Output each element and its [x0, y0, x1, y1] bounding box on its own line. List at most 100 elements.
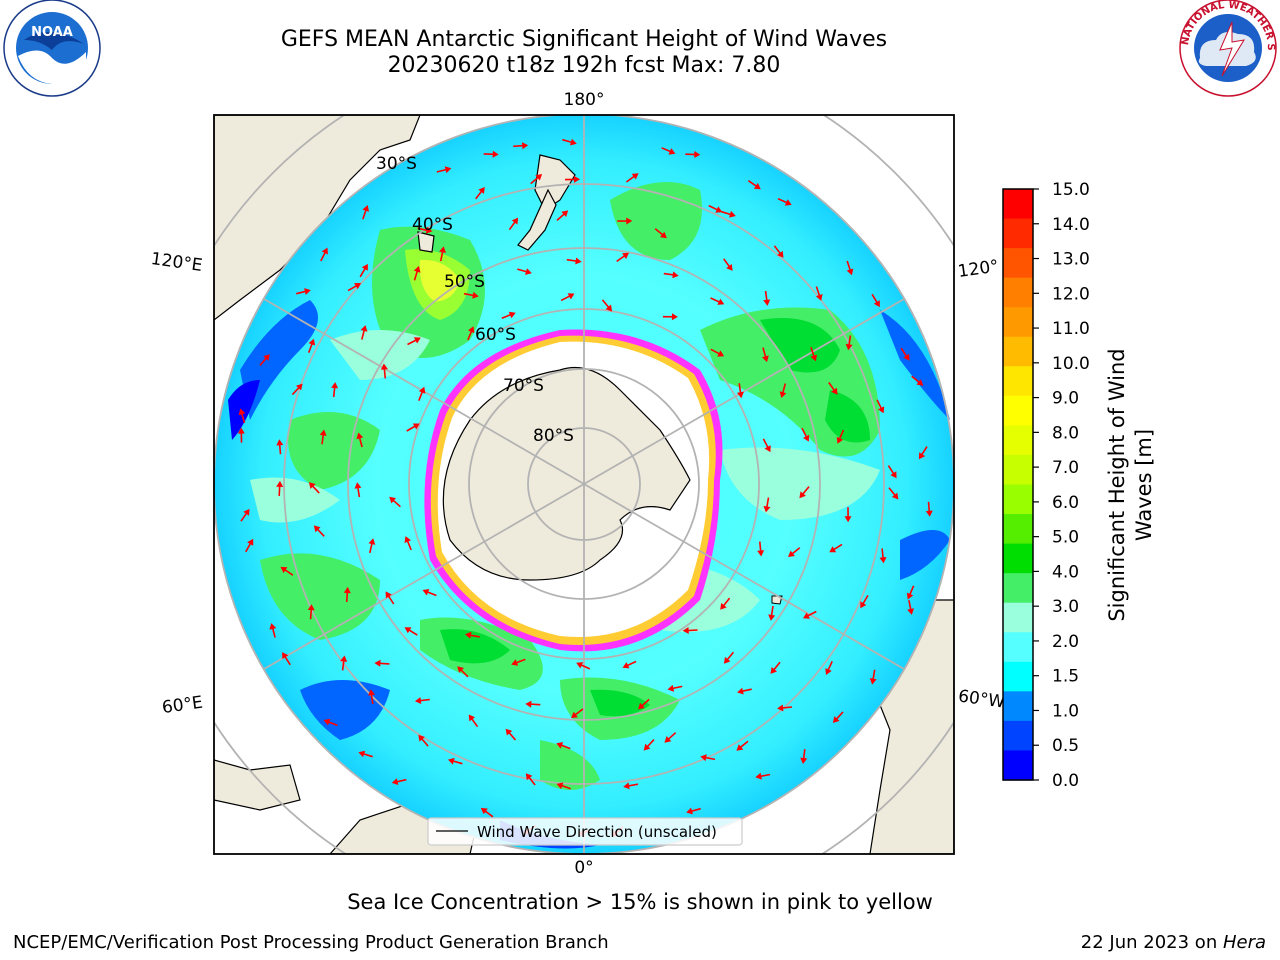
wave-direction-arrow-head — [556, 742, 564, 749]
wave-direction-arrow-head — [412, 423, 420, 430]
colorbar-tick-label: 9.0 — [1052, 389, 1079, 409]
colorbar-segment — [1003, 336, 1033, 367]
wave-direction-arrow-head — [800, 757, 808, 764]
wave-direction-arrow-head — [354, 283, 362, 290]
lon-label-180: 180° — [564, 90, 605, 110]
map-content — [214, 115, 954, 854]
wave-direction-arrow-head — [439, 246, 446, 253]
wave-direction-arrow-head — [340, 655, 348, 662]
colorbar-tick-label: 15.0 — [1052, 180, 1090, 200]
wave-direction-arrow-head — [788, 550, 795, 557]
wave-direction-arrow-head — [825, 668, 832, 675]
lon-label-60w: 60°W — [957, 686, 1006, 712]
wave-direction-arrow-head — [511, 659, 519, 666]
wave-direction-arrow-head — [508, 311, 516, 319]
wave-direction-arrow-head — [717, 298, 725, 305]
wave-direction-arrow-head — [815, 294, 823, 301]
colorbar-tick-label: 1.5 — [1052, 667, 1079, 687]
wave-direction-arrow-head — [907, 608, 914, 615]
wave-direction-arrow-head — [879, 557, 887, 564]
lat-label-30s: 30°S — [376, 154, 417, 174]
lon-label-60e: 60°E — [161, 693, 204, 718]
wave-direction-arrow-head — [664, 736, 672, 743]
wave-direction-arrow-head — [622, 252, 629, 260]
wave-direction-arrow-head — [243, 508, 250, 516]
wave-direction-arrow-head — [694, 151, 701, 158]
wave-direction-arrow-head — [368, 538, 376, 545]
wave-direction-arrow-head — [323, 718, 331, 726]
footer-date-text: 22 Jun 2023 on — [1080, 932, 1223, 953]
wind-wave-arrows — [237, 138, 933, 837]
colorbar-tick-label: 10.0 — [1052, 354, 1090, 374]
noaa-logo-text: NOAA — [31, 25, 73, 40]
wave-direction-arrow-head — [525, 700, 532, 708]
wave-direction-arrow-head — [757, 550, 765, 557]
wave-direction-arrow-head — [726, 264, 733, 271]
colorbar-segment — [1003, 425, 1033, 456]
wave-direction-arrow-head — [511, 217, 519, 225]
lat-label-60s: 60°S — [475, 325, 516, 345]
chart-subtitle: 20230620 t18z 192h fcst Max: 7.80 — [387, 53, 781, 78]
wave-direction-arrow-head — [380, 363, 388, 370]
wave-direction-arrow-head — [832, 716, 840, 723]
colorbar-segment — [1003, 720, 1033, 752]
colorbar-tick-label: 5.0 — [1052, 528, 1079, 548]
graticule — [214, 115, 954, 854]
wave-direction-arrow-head — [799, 491, 806, 499]
nws-logo-ring-text: NATIONAL WEATHER SERVICE — [0, 0, 1276, 51]
wave-direction-arrow-head — [623, 782, 630, 790]
wave-direction-arrow-head — [247, 538, 254, 546]
colorbar-tick-label: 6.0 — [1052, 493, 1079, 513]
footer-credit: NCEP/EMC/Verification Post Processing Pr… — [13, 932, 609, 953]
wave-direction-arrow-head — [391, 778, 399, 785]
wave-direction-arrow-head — [418, 386, 426, 394]
wave-direction-arrow-head — [906, 592, 914, 600]
wave-direction-arrow-head — [570, 138, 577, 146]
wave-direction-arrow-head — [354, 482, 362, 489]
wave-direction-arrow-head — [448, 757, 455, 765]
colorbar-segment — [1003, 218, 1033, 249]
wave-direction-arrow-head — [770, 667, 777, 674]
colorbar-segment — [1003, 573, 1033, 604]
wave-direction-arrow-head — [891, 492, 899, 500]
wave-direction-arrow-head — [860, 601, 867, 609]
chart-title: GEFS MEAN Antarctic Significant Height o… — [280, 27, 888, 52]
wave-direction-arrow-head — [356, 432, 364, 440]
colorbar-label-line2: Waves [m] — [1132, 429, 1156, 541]
wave-direction-arrow-head — [925, 510, 933, 517]
wave-direction-arrow-head — [276, 439, 284, 446]
wave-direction-arrow-head — [418, 734, 425, 742]
wave-direction-arrow-head — [492, 150, 499, 158]
wave-direction-arrow-head — [877, 406, 885, 414]
wave-direction-arrow-head — [358, 750, 366, 758]
wave-direction-arrow-head — [556, 782, 564, 790]
lat-label-40s: 40°S — [412, 215, 453, 235]
wave-direction-arrow-head — [404, 536, 411, 543]
colorbar-tick-label: 11.0 — [1052, 319, 1090, 339]
wave-direction-arrow-head — [321, 247, 328, 255]
new-zealand-south-land — [517, 188, 557, 251]
colorbar-segment — [1003, 307, 1033, 338]
colorbar-segment — [1003, 661, 1033, 692]
wave-direction-arrow-head — [869, 678, 877, 685]
wave-direction-arrow-head — [576, 662, 584, 669]
colorbar-segment — [1003, 632, 1033, 663]
wave-direction-arrow-head — [729, 210, 736, 218]
wave-direction-arrow-head — [457, 666, 464, 673]
wave-direction-arrow-head — [575, 257, 582, 265]
wave-direction-arrow-head — [280, 566, 288, 574]
colorbar-ticks: 15.0 14.0 13.0 12.0 11.0 10.0 9.0 8.0 7.0 6.0 5.0 4… — [1033, 180, 1090, 791]
wave-direction-arrow-head — [413, 337, 421, 344]
australia-land — [214, 115, 421, 321]
wave-direction-arrow-head — [361, 263, 368, 271]
wave-direction-arrow-head — [478, 187, 485, 194]
wave-direction-arrow-head — [282, 652, 289, 659]
wave-direction-arrow-head — [763, 299, 771, 306]
footer-host: Hera — [1222, 932, 1266, 953]
colorbar-tick-label: 14.0 — [1052, 215, 1090, 235]
wave-direction-arrow-head — [803, 612, 810, 619]
colorbar-segment — [1003, 543, 1033, 574]
wave-direction-arrow-head — [762, 355, 769, 363]
wave-direction-arrow-head — [389, 496, 396, 504]
